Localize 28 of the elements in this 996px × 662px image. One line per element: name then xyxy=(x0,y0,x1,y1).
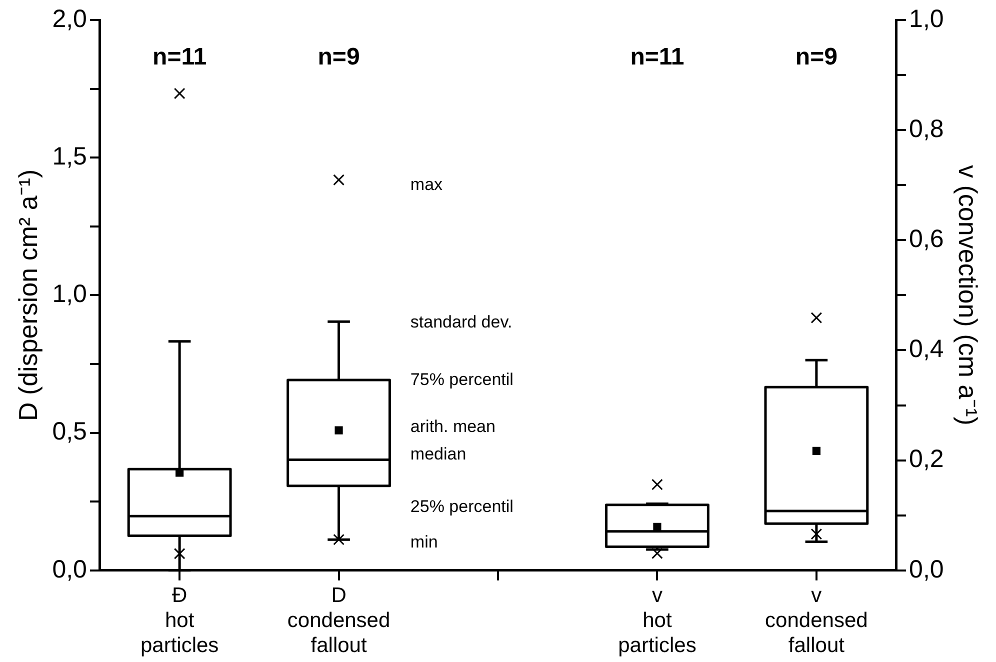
annotation: min xyxy=(410,532,438,552)
y2-tick-label: 0,4 xyxy=(909,335,944,364)
x-tick-label: v hot particles xyxy=(618,584,696,658)
annotation: median xyxy=(410,444,466,464)
y2-tick-label: 0,0 xyxy=(909,555,944,584)
y-tick-label: 0,5 xyxy=(52,418,87,446)
annotation: n=11 xyxy=(630,44,684,71)
annotation: 25% percentil xyxy=(410,496,514,516)
x-tick-label: D condensed fallout xyxy=(287,584,390,658)
y-axis-title: D (dispersion cm² a⁻¹) xyxy=(12,169,43,422)
y-tick-label: 0,0 xyxy=(52,555,87,584)
x-tick-label: v condensed fallout xyxy=(765,584,868,658)
y-tick-label: 1,5 xyxy=(52,142,87,170)
y2-tick-label: 0,8 xyxy=(909,114,944,143)
y2-tick-label: 0,6 xyxy=(909,225,944,254)
x-tick-label: Ð hot particles xyxy=(140,584,219,658)
annotation: 75% percentil xyxy=(410,370,514,390)
y-tick-label: 1,0 xyxy=(52,280,87,308)
annotation: max xyxy=(410,174,444,194)
y-tick-label: 2,0 xyxy=(52,4,87,33)
y2-tick-label: 0,2 xyxy=(909,445,944,474)
y2-axis-title: v (convection) (cm a⁻¹) xyxy=(953,165,984,426)
annotation: arith. mean xyxy=(410,416,496,436)
annotation: n=11 xyxy=(152,44,207,71)
annotation: n=9 xyxy=(318,44,360,71)
annotation: standard dev. xyxy=(410,312,512,332)
y2-tick-label: 1,0 xyxy=(909,4,944,33)
annotation: n=9 xyxy=(795,44,838,71)
